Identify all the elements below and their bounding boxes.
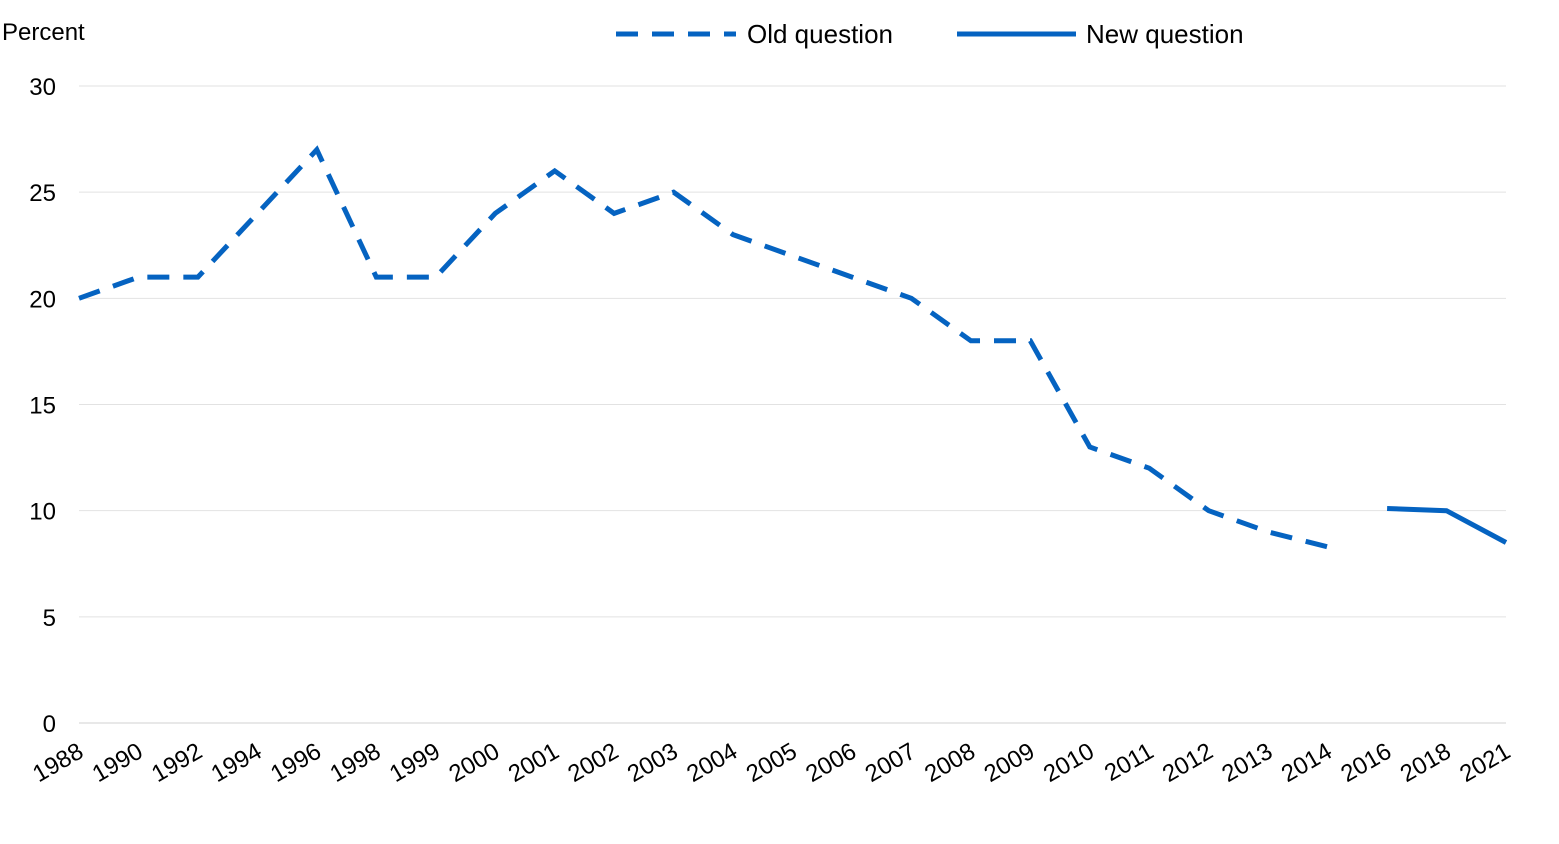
series-line-old-question xyxy=(78,145,1329,550)
data-point xyxy=(1087,444,1092,449)
y-tick-label: 10 xyxy=(29,499,56,526)
x-tick-label: 2009 xyxy=(980,738,1040,788)
x-tick-label: 2016 xyxy=(1336,738,1396,788)
data-point xyxy=(493,211,498,216)
data-point xyxy=(1206,508,1211,513)
data-point xyxy=(77,296,82,301)
x-tick-label: 2002 xyxy=(563,738,623,788)
legend-label: Old question xyxy=(747,19,893,49)
data-point xyxy=(1266,529,1271,534)
x-tick-label: 2010 xyxy=(1039,738,1099,788)
data-point xyxy=(968,338,973,343)
legend-item: Old question xyxy=(616,19,893,49)
x-tick-label: 2006 xyxy=(801,738,861,788)
data-point xyxy=(1147,466,1152,471)
x-tick-label: 1990 xyxy=(88,738,148,788)
x-tick-label: 2014 xyxy=(1277,738,1337,788)
data-point xyxy=(1504,540,1509,545)
y-tick-label: 25 xyxy=(29,180,56,207)
data-point xyxy=(731,232,736,237)
x-tick-label: 2013 xyxy=(1217,738,1277,788)
data-point xyxy=(1444,508,1449,513)
x-tick-label: 2000 xyxy=(444,738,504,788)
data-point xyxy=(671,190,676,195)
data-point xyxy=(433,275,438,280)
data-point xyxy=(790,253,795,258)
data-point xyxy=(255,211,260,216)
legend: Old question New question xyxy=(616,19,1244,49)
data-point xyxy=(1028,338,1033,343)
y-tick-label: 30 xyxy=(29,74,56,101)
y-axis-ticks: 0 5 10 15 20 25 30 xyxy=(29,74,56,738)
x-tick-label: 2003 xyxy=(623,738,683,788)
x-tick-label: 2021 xyxy=(1455,738,1515,788)
y-tick-label: 5 xyxy=(43,605,56,632)
x-tick-label: 2004 xyxy=(682,738,742,788)
x-tick-label: 2007 xyxy=(861,738,921,788)
data-point xyxy=(1385,506,1390,511)
series-line-new-question xyxy=(1387,506,1508,545)
x-tick-label: 2018 xyxy=(1396,738,1456,788)
data-point xyxy=(552,168,557,173)
x-tick-label: 1994 xyxy=(207,738,267,788)
x-axis-ticks: 1988 1990 1992 1994 1996 1998 1999 2000 2001 2002… xyxy=(28,738,1515,788)
data-point xyxy=(314,147,319,152)
y-axis-title: Percent xyxy=(2,19,85,46)
x-tick-label: 1992 xyxy=(147,738,207,788)
legend-label: New question xyxy=(1086,19,1244,49)
data-point xyxy=(909,296,914,301)
x-tick-label: 1988 xyxy=(28,738,88,788)
x-tick-label: 1998 xyxy=(326,738,386,788)
x-tick-label: 2011 xyxy=(1100,738,1158,787)
data-point xyxy=(849,275,854,280)
x-tick-label: 2005 xyxy=(742,738,802,788)
x-tick-label: 2001 xyxy=(504,738,564,788)
gridlines xyxy=(79,85,1506,724)
legend-item: New question xyxy=(957,19,1244,49)
data-point xyxy=(374,275,379,280)
x-tick-label: 2008 xyxy=(920,738,980,788)
x-tick-label: 1999 xyxy=(385,738,445,788)
data-point xyxy=(195,275,200,280)
data-point xyxy=(612,211,617,216)
y-tick-label: 0 xyxy=(43,711,56,738)
y-tick-label: 15 xyxy=(29,393,56,420)
y-tick-label: 20 xyxy=(29,286,56,313)
data-point xyxy=(136,275,141,280)
data-point xyxy=(1325,544,1330,549)
series-lines xyxy=(77,145,1509,550)
x-tick-label: 2012 xyxy=(1158,738,1218,788)
x-tick-label: 1996 xyxy=(266,738,326,788)
